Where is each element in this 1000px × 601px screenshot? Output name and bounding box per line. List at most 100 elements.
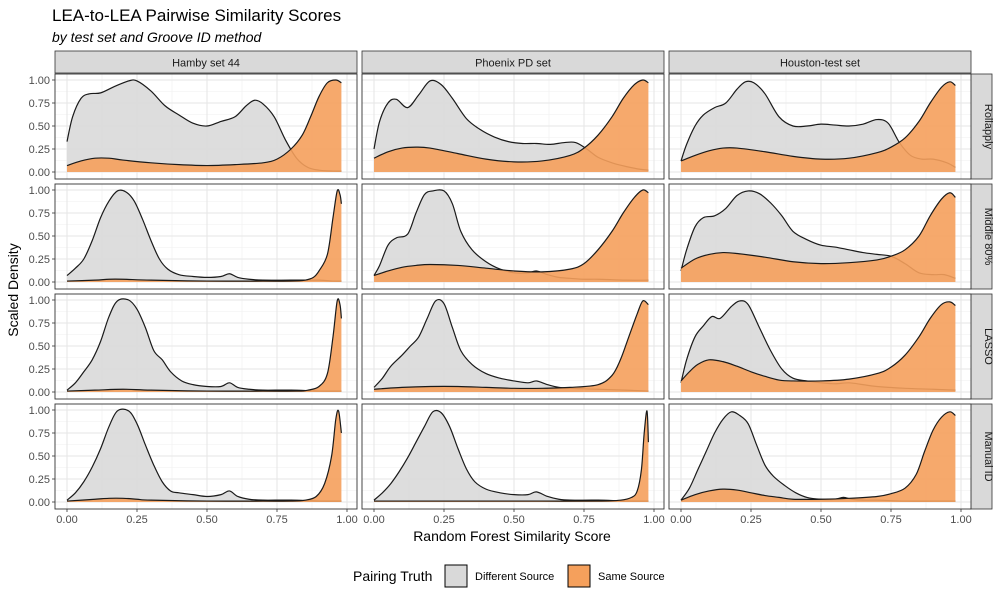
panel-border [54,73,358,180]
panel-border [361,403,665,510]
density-line-same-source [373,410,649,502]
chart-title: LEA-to-LEA Pairwise Similarity Scores [52,6,341,25]
y-tick-label: 0.00 [29,167,50,179]
panel-border [668,403,972,510]
density-line-same-source [373,189,649,277]
x-axis-label: Random Forest Similarity Score [413,528,611,544]
x-tick-label: 0.50 [503,514,524,526]
density-line-same-source [680,411,956,501]
panel-rollapply-phoenix-pd-set [361,73,665,180]
y-tick-label: 0.75 [29,98,50,110]
facet-strip-label: Hamby set 44 [172,58,240,70]
density-line-same-source [373,300,649,390]
x-tick-label: 0.75 [573,514,594,526]
facet-strip-bg [54,50,358,74]
density-line-same-source [680,81,956,162]
facet-strip-label: Houston-test set [780,58,860,70]
panel-border [668,183,972,290]
y-tick-label: 0.50 [29,121,50,133]
facet-row-strip-label: Manual ID [982,431,994,481]
density-line-different-source [66,189,342,282]
legend-swatch-different-source [444,564,468,588]
x-tick-label: 1.00 [950,514,971,526]
y-tick-label: 0.25 [29,254,50,266]
density-line-same-source [66,79,342,167]
facet-row-strip-label: Rollapply [982,104,994,150]
legend: Pairing Truth Different Source Same Sour… [353,564,665,588]
panel-border [54,183,358,290]
density-line-same-source [66,188,342,282]
y-axis-label: Scaled Density [5,243,21,336]
y-tick-label: 0.25 [29,474,50,486]
legend-label-same-source: Same Source [598,571,665,583]
density-area-same-source [374,189,649,282]
density-area-same-source [681,192,956,282]
y-tick-label: 1.00 [29,185,50,197]
x-tick-label: 0.75 [266,514,287,526]
x-tick-label: 0.25 [433,514,454,526]
panel-lasso-phoenix-pd-set [361,293,665,400]
panel-grid: Hamby set 44 Phoenix PD set Houston-test s… [29,50,994,526]
density-area-same-source [374,300,649,392]
panel-border [54,293,358,400]
density-area-different-source [374,299,649,392]
x-tick-label: 0.25 [740,514,761,526]
panel-manual-id-hamby-set-44: 0.00 0.25 0.50 0.75 1.00 0.00 0.25 0.50 0.75 1.00 [29,403,358,526]
density-line-same-source [66,298,342,392]
panel-lasso-houston-test-set [668,293,972,400]
density-line-same-source [373,79,649,163]
facet-row-strip-middle-80: Middle 80% [969,183,994,290]
density-area-same-source [67,80,342,172]
y-tick-label: 0.75 [29,208,50,220]
y-tick-label: 0.50 [29,341,50,353]
legend-title: Pairing Truth [353,568,432,584]
density-area-different-source [67,298,342,392]
facet-strip-hamby-set-44: Hamby set 44 [54,50,358,74]
x-tick-label: 0.75 [880,514,901,526]
panel-rollapply-houston-test-set [668,73,972,180]
x-tick-label: 1.00 [643,514,664,526]
facet-strip-bg [668,50,972,74]
legend-swatch-same-source [567,564,591,588]
y-tick-label: 0.25 [29,144,50,156]
y-tick-label: 0.00 [29,387,50,399]
chart-subtitle: by test set and Groove ID method [52,29,263,45]
x-tick-label: 1.00 [336,514,357,526]
density-area-same-source [374,79,649,172]
density-area-different-source [67,190,342,282]
panel-rollapply-hamby-set-44: 0.00 0.25 0.50 0.75 1.00 [29,73,358,180]
density-area-different-source [67,79,342,172]
y-tick-label: 0.00 [29,497,50,509]
x-tick-label: 0.00 [670,514,691,526]
density-area-same-source [681,301,956,392]
panel-manual-id-houston-test-set: 0.00 0.25 0.50 0.75 1.00 [668,403,972,526]
facet-row-strip-rollapply: Rollapply [969,73,994,180]
panel-border [361,183,665,290]
panel-border [361,73,665,180]
density-area-different-source [374,410,649,502]
y-tick-label: 0.50 [29,231,50,243]
x-tick-label: 0.00 [363,514,384,526]
y-tick-label: 1.00 [29,75,50,87]
x-tick-label: 0.25 [126,514,147,526]
panel-manual-id-phoenix-pd-set: 0.00 0.25 0.50 0.75 1.00 [361,403,665,526]
panel-middle-80-phoenix-pd-set [361,183,665,290]
y-tick-label: 0.75 [29,428,50,440]
panel-middle-80-houston-test-set [668,183,972,290]
panel-lasso-hamby-set-44: 0.00 0.25 0.50 0.75 1.00 [29,293,358,400]
density-line-same-source [680,192,956,269]
legend-label-different-source: Different Source [475,571,554,583]
x-tick-label: 0.50 [810,514,831,526]
y-tick-label: 0.75 [29,318,50,330]
y-tick-label: 0.25 [29,364,50,376]
density-area-different-source [374,80,649,172]
facet-strip-bg [361,50,665,74]
facet-row-strip-label: Middle 80% [982,208,994,266]
density-line-same-source [66,409,342,502]
facet-row-strip-manual-id: Manual ID [969,403,994,510]
panel-border [668,293,972,400]
y-tick-label: 0.50 [29,451,50,463]
density-area-same-source [681,411,956,502]
facet-row-strip-lasso: LASSO [969,293,994,400]
